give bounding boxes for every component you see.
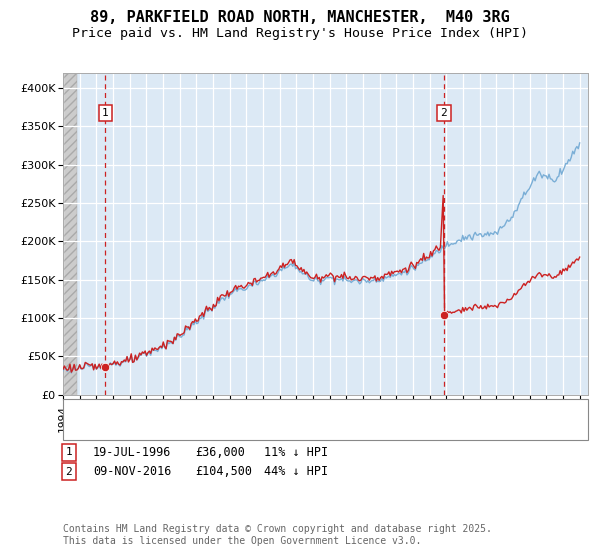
Text: 19-JUL-1996: 19-JUL-1996 [93,446,172,459]
Text: HPI: Average price, semi-detached house, Manchester: HPI: Average price, semi-detached house,… [101,423,445,433]
Text: 44% ↓ HPI: 44% ↓ HPI [264,465,328,478]
Bar [63,73,77,395]
Text: Price paid vs. HM Land Registry's House Price Index (HPI): Price paid vs. HM Land Registry's House … [72,27,528,40]
Text: 1: 1 [65,447,73,458]
Text: 11% ↓ HPI: 11% ↓ HPI [264,446,328,459]
Text: 89, PARKFIELD ROAD NORTH, MANCHESTER, M40 3RG (semi-detached house): 89, PARKFIELD ROAD NORTH, MANCHESTER, M4… [101,405,553,416]
Text: £104,500: £104,500 [195,465,252,478]
Text: 2: 2 [440,108,447,118]
Text: £36,000: £36,000 [195,446,245,459]
Text: 2: 2 [65,466,73,477]
Text: 09-NOV-2016: 09-NOV-2016 [93,465,172,478]
Text: Contains HM Land Registry data © Crown copyright and database right 2025.
This d: Contains HM Land Registry data © Crown c… [63,524,492,546]
Text: 1: 1 [102,108,109,118]
Text: 89, PARKFIELD ROAD NORTH, MANCHESTER,  M40 3RG: 89, PARKFIELD ROAD NORTH, MANCHESTER, M4… [90,10,510,25]
